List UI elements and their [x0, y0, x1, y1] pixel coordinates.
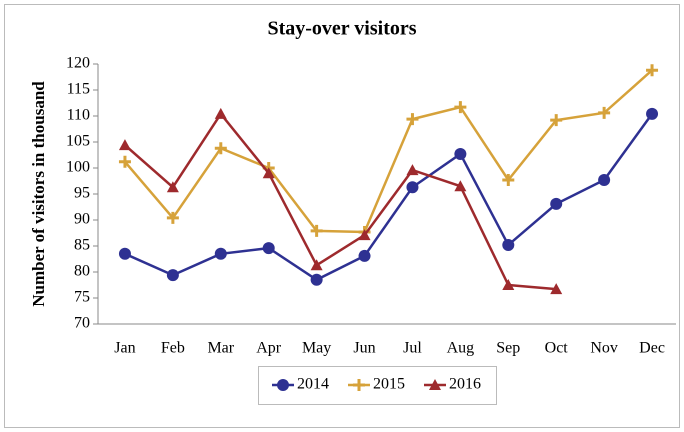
x-tick-label: Apr — [256, 340, 282, 357]
marker — [358, 249, 371, 262]
x-tick-label: May — [302, 340, 331, 357]
y-tick-label: 100 — [66, 159, 90, 176]
marker — [550, 283, 563, 295]
marker — [598, 106, 611, 119]
marker — [550, 197, 563, 210]
y-tick-label: 95 — [74, 185, 90, 202]
marker — [429, 379, 441, 390]
marker — [310, 273, 323, 286]
x-tick-label: Jan — [114, 340, 135, 357]
y-tick-label: 75 — [74, 289, 90, 306]
marker — [118, 139, 131, 151]
x-tick-label: Jun — [353, 340, 375, 357]
marker — [502, 279, 515, 290]
legend-label: 2014 — [297, 376, 329, 393]
marker — [646, 107, 659, 120]
x-tick-label: Mar — [207, 340, 234, 357]
marker — [166, 211, 179, 224]
y-tick-label: 90 — [74, 211, 90, 228]
y-axis-label: Number of visitors in thousand — [29, 81, 48, 307]
marker — [353, 379, 365, 391]
marker — [454, 180, 467, 192]
marker — [166, 269, 179, 282]
legend-label: 2016 — [449, 376, 481, 393]
marker — [406, 164, 419, 176]
series-line — [124, 113, 654, 282]
y-tick-label: 105 — [66, 133, 90, 150]
y-tick-label: 110 — [67, 107, 90, 124]
marker — [598, 173, 611, 186]
marker — [646, 64, 659, 77]
y-tick-label: 80 — [74, 263, 90, 280]
marker — [118, 155, 131, 168]
x-tick-label: Dec — [639, 340, 665, 357]
y-tick-label: 85 — [74, 237, 90, 254]
marker — [277, 379, 289, 391]
x-tick-label: Feb — [161, 340, 185, 357]
marker — [550, 114, 563, 127]
marker — [310, 259, 323, 271]
marker — [406, 181, 419, 194]
y-tick-label: 70 — [74, 315, 90, 332]
legend-label: 2015 — [373, 376, 405, 393]
marker — [502, 238, 515, 251]
x-tick-label: Jul — [403, 340, 422, 357]
chart-title: Stay-over visitors — [267, 18, 416, 40]
x-tick-label: Sep — [496, 340, 520, 357]
marker — [214, 247, 227, 260]
marker — [118, 247, 131, 260]
x-tick-label: Oct — [545, 340, 569, 357]
x-tick-label: Nov — [590, 340, 618, 357]
marker — [262, 242, 275, 255]
chart-frame — [4, 4, 680, 428]
marker — [454, 101, 467, 114]
marker — [454, 147, 467, 160]
marker — [166, 181, 179, 193]
legend-box — [258, 366, 497, 405]
marker — [262, 167, 275, 179]
x-tick-label: Aug — [447, 340, 475, 357]
marker — [358, 229, 371, 241]
series-line — [124, 111, 557, 291]
marker — [406, 113, 419, 126]
marker — [502, 173, 515, 186]
y-tick-label: 120 — [66, 55, 90, 72]
marker — [214, 142, 227, 155]
marker — [214, 107, 227, 119]
series-line — [124, 69, 653, 234]
y-tick-label: 115 — [67, 81, 90, 98]
marker — [310, 224, 323, 237]
